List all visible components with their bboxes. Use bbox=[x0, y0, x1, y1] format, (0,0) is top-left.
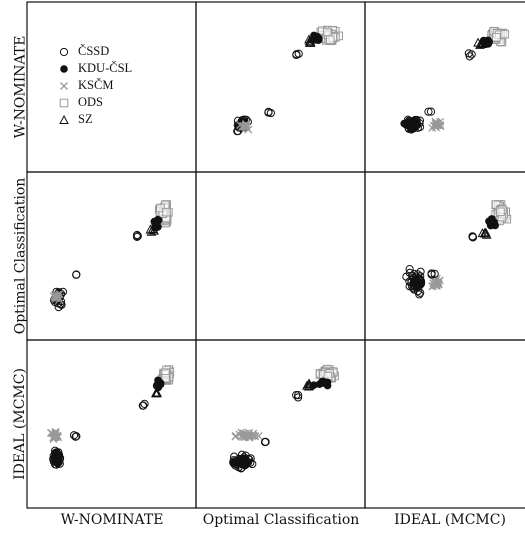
point-KSČM bbox=[436, 117, 445, 126]
point-KDU-ČSL bbox=[400, 119, 408, 128]
filled-circle-icon bbox=[60, 64, 68, 73]
point-ČSSD bbox=[293, 393, 303, 402]
point-ODS bbox=[323, 27, 332, 37]
panel-r0c1 bbox=[233, 25, 343, 136]
point-ČSSD bbox=[424, 107, 433, 116]
row-label-0: W-NOMINATE bbox=[12, 35, 29, 139]
point-ČSSD bbox=[294, 391, 303, 400]
point-ČSSD bbox=[139, 401, 148, 410]
point-ODS bbox=[161, 374, 170, 383]
point-ČSSD bbox=[140, 399, 149, 408]
point-KDU-ČSL bbox=[154, 216, 163, 224]
column-label-1: Optimal Classification bbox=[202, 512, 360, 528]
point-ČSSD bbox=[292, 390, 301, 400]
row-label-1: Optimal Classification bbox=[12, 177, 28, 335]
point-KSČM bbox=[432, 281, 441, 290]
legend-item-kscm: KSČM bbox=[56, 77, 132, 94]
point-KDU-ČSL bbox=[485, 38, 493, 46]
point-ČSSD bbox=[430, 269, 439, 278]
point-SZ bbox=[477, 38, 488, 48]
point-ČSSD bbox=[260, 437, 270, 447]
point-ČSSD bbox=[264, 108, 273, 117]
point-ČSSD bbox=[405, 265, 414, 274]
panel-frame-r2c0 bbox=[26, 339, 197, 509]
panel-frame-r0c2 bbox=[364, 1, 525, 173]
point-ČSSD bbox=[72, 270, 81, 279]
point-ČSSD bbox=[426, 107, 436, 116]
point-ČSSD bbox=[468, 232, 477, 241]
point-SZ bbox=[481, 229, 492, 239]
panel-r0c2 bbox=[400, 26, 510, 134]
column-label-0: W-NOMINATE bbox=[60, 512, 164, 528]
legend-label: ČSSD bbox=[78, 44, 110, 58]
point-KDU-ČSL bbox=[312, 32, 321, 41]
column-label-2: IDEAL (MCMC) bbox=[394, 512, 506, 528]
legend-label: SZ bbox=[78, 112, 93, 126]
point-SZ bbox=[152, 388, 163, 398]
legend-label: KDU-ČSL bbox=[78, 61, 133, 75]
panel-frame-r2c1 bbox=[195, 339, 366, 509]
point-KDU-ČSL bbox=[52, 453, 61, 461]
point-KDU-ČSL bbox=[408, 123, 416, 132]
point-SZ bbox=[475, 39, 485, 49]
point-ODS bbox=[492, 32, 501, 42]
panel-frame-r1c1 bbox=[195, 171, 366, 341]
point-ODS bbox=[162, 207, 171, 217]
point-KSČM bbox=[243, 432, 252, 441]
point-KDU-ČSL bbox=[154, 376, 162, 385]
point-ODS bbox=[326, 35, 335, 45]
row-label-2: IDEAL (MCMC) bbox=[12, 368, 29, 480]
legend-item-cssd: ČSSD bbox=[56, 43, 132, 60]
point-KDU-ČSL bbox=[413, 284, 421, 292]
legend-item-sz: SZ bbox=[56, 111, 132, 128]
point-KSČM bbox=[429, 121, 438, 130]
x-mark-icon bbox=[60, 81, 68, 90]
point-KSČM bbox=[237, 428, 246, 437]
point-KSČM bbox=[244, 125, 253, 134]
point-ČSSD bbox=[427, 270, 436, 279]
panel-r1c0 bbox=[49, 200, 173, 312]
legend-label: ODS bbox=[78, 95, 104, 109]
legend-item-ods: ODS bbox=[56, 94, 132, 111]
panel-r1c2 bbox=[402, 200, 512, 299]
point-KSČM bbox=[236, 121, 245, 130]
point-KSČM bbox=[52, 293, 61, 302]
point-SZ bbox=[149, 225, 159, 235]
point-KSČM bbox=[51, 430, 60, 439]
open-square-icon bbox=[59, 98, 69, 107]
point-SZ bbox=[473, 37, 483, 47]
legend-item-kdu-csl: KDU-ČSL bbox=[56, 60, 132, 77]
panel-frame-r2c2 bbox=[364, 339, 525, 509]
point-KSČM bbox=[243, 431, 252, 440]
point-ČSSD bbox=[233, 121, 242, 130]
point-SZ bbox=[303, 379, 314, 389]
point-ČSSD bbox=[416, 267, 425, 276]
legend-label: KSČM bbox=[78, 78, 114, 92]
point-KDU-ČSL bbox=[488, 216, 497, 225]
point-KDU-ČSL bbox=[236, 456, 245, 465]
point-ODS bbox=[500, 29, 510, 39]
point-ČSSD bbox=[465, 52, 474, 61]
point-ČSSD bbox=[71, 432, 80, 441]
point-ČSSD bbox=[133, 231, 142, 241]
panel-frame-r0c1 bbox=[195, 1, 366, 173]
point-ČSSD bbox=[132, 232, 142, 241]
point-KDU-ČSL bbox=[315, 380, 324, 388]
point-ODS bbox=[496, 207, 505, 217]
panel-r2c0 bbox=[46, 365, 175, 469]
point-SZ bbox=[304, 34, 314, 44]
panel-frame-r1c2 bbox=[364, 171, 525, 341]
open-circle-icon bbox=[59, 47, 69, 56]
point-KSČM bbox=[46, 428, 55, 437]
point-ČSSD bbox=[292, 50, 301, 60]
legend: ČSSD KDU-ČSL KSČM ODS SZ bbox=[56, 43, 132, 128]
panel-frame-r1c0 bbox=[26, 171, 197, 341]
panel-r2c1 bbox=[229, 364, 339, 473]
open-triangle-icon bbox=[59, 114, 69, 124]
point-SZ bbox=[304, 37, 315, 47]
point-KSČM bbox=[251, 432, 260, 441]
point-KDU-ČSL bbox=[411, 275, 419, 284]
